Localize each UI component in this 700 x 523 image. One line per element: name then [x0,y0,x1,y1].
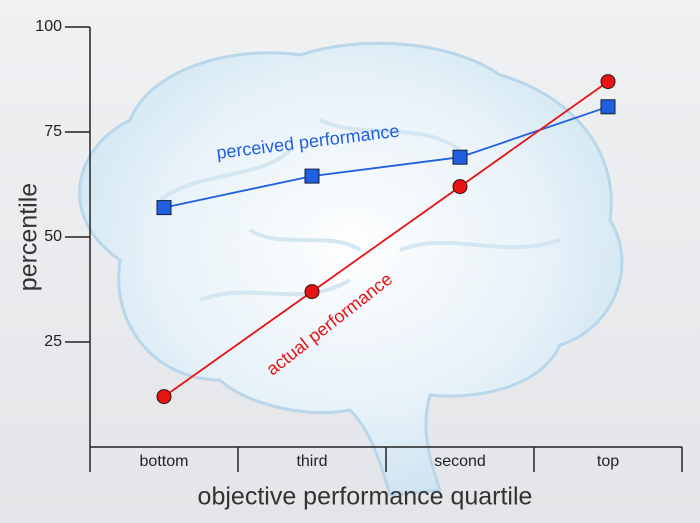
marker [156,200,172,216]
y-tick-label: 75 [44,123,62,140]
marker [452,179,468,195]
x-tick-label: top [597,453,619,470]
x-axis-title: objective performance quartile [198,483,533,511]
marker [304,168,320,184]
y-tick-label: 100 [35,18,62,35]
marker [304,284,320,300]
marker [600,99,616,115]
series-line [163,105,609,209]
y-tick-label: 25 [44,333,62,350]
x-tick-label: second [434,453,486,470]
x-tick-label: third [296,453,327,470]
marker [156,389,172,405]
x-tick-label: bottom [140,453,189,470]
y-axis-title: percentile [15,183,43,291]
marker [600,74,616,90]
series-line [163,80,609,398]
y-tick-label: 50 [44,228,62,245]
brain-illustration [78,41,624,497]
marker [452,149,468,165]
